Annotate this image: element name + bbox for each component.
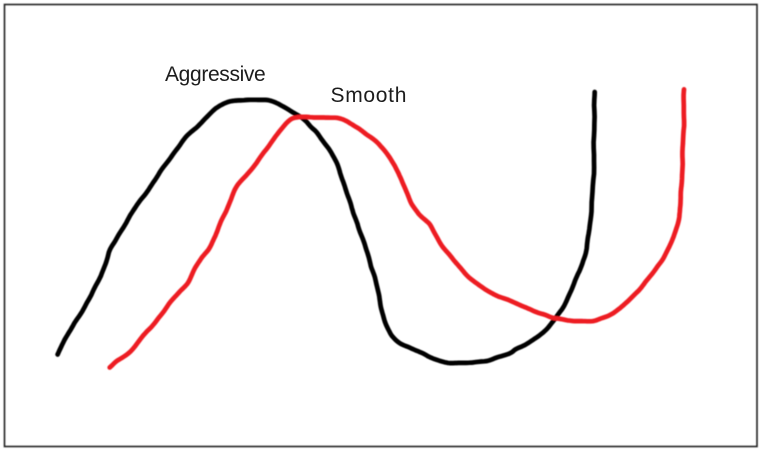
svg-text:Aggressive: Aggressive (165, 63, 265, 86)
svg-text:Smooth: Smooth (331, 84, 408, 107)
